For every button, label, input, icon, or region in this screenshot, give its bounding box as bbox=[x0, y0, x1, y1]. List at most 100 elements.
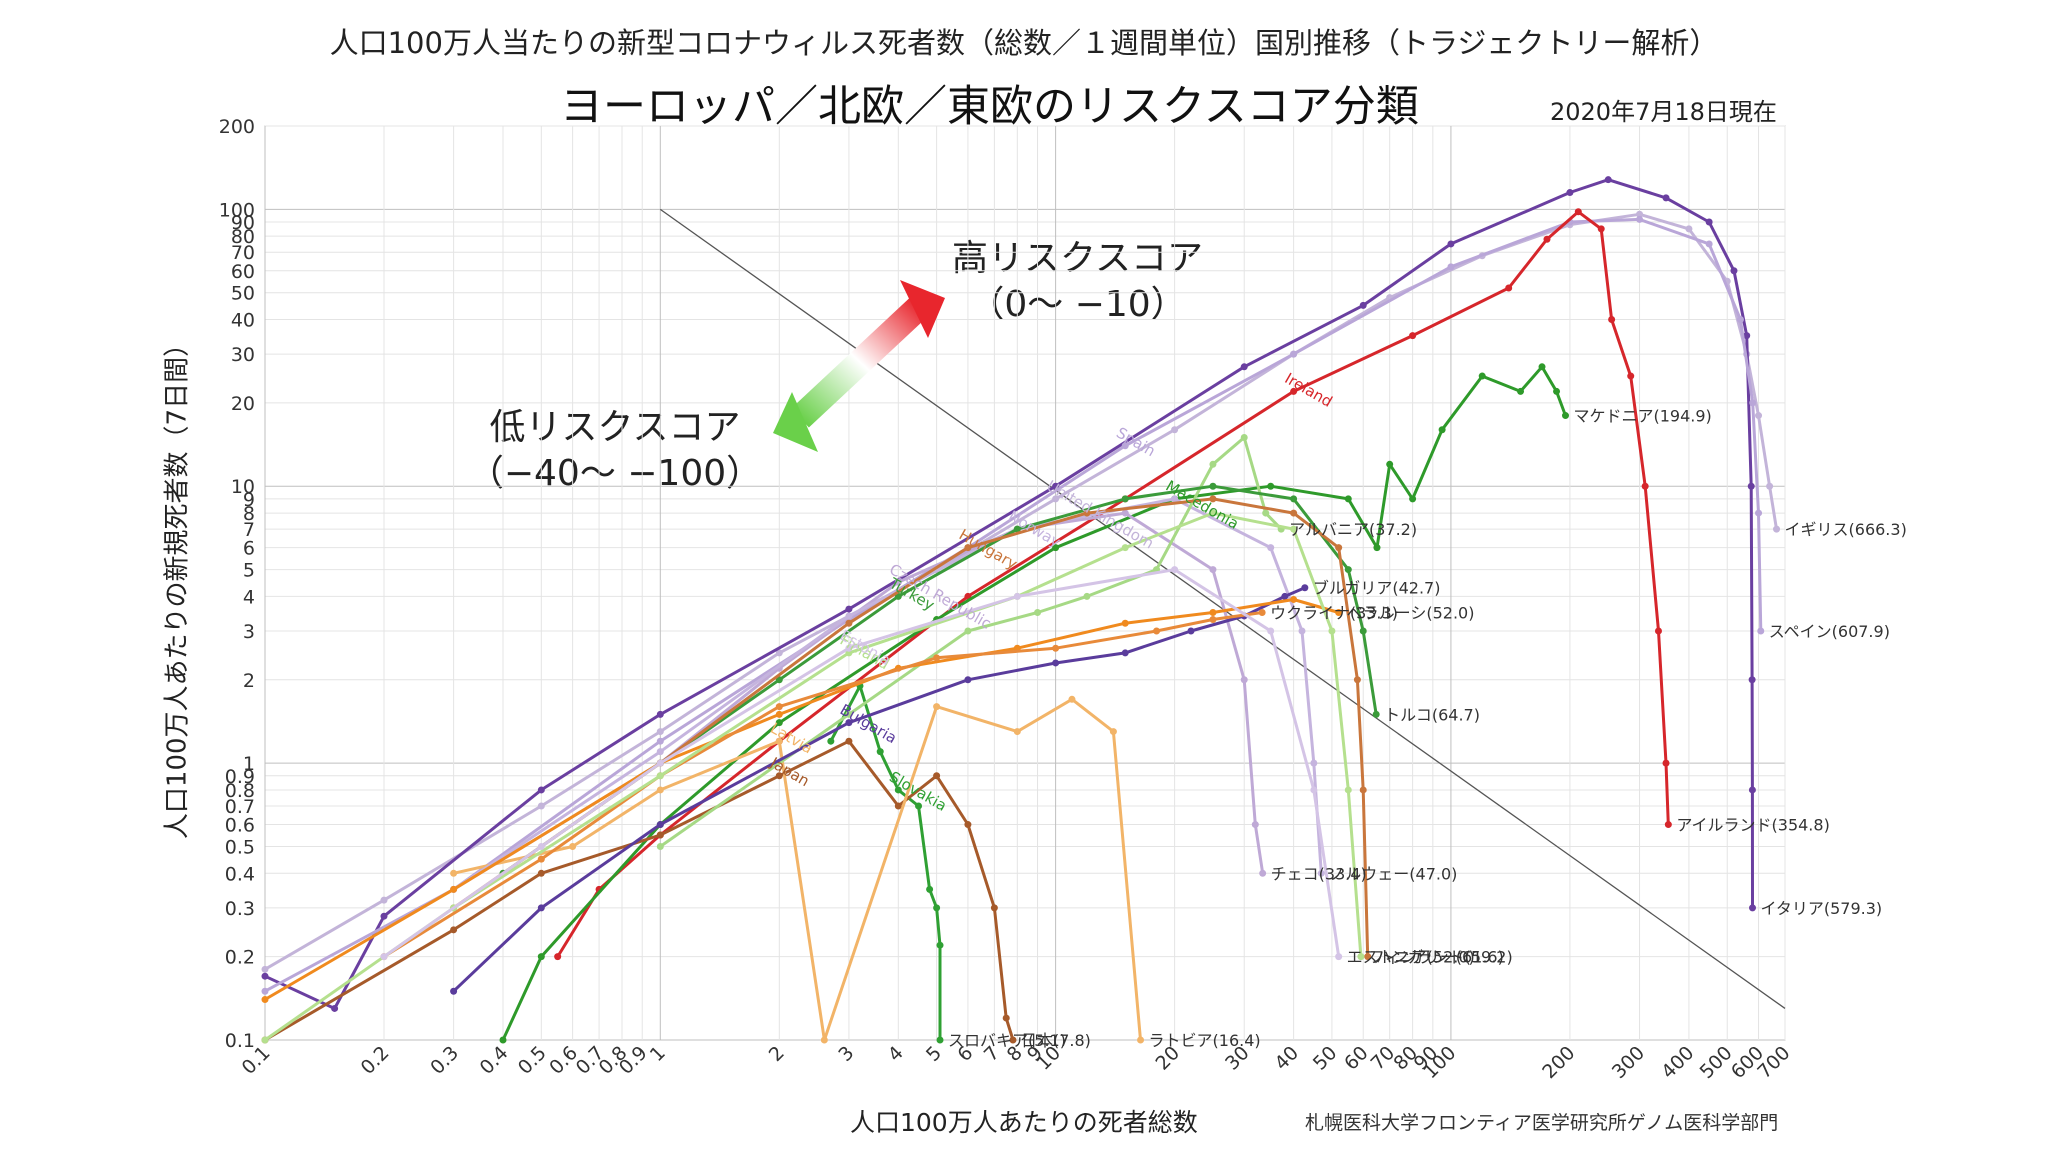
series-point-macedonia bbox=[1267, 482, 1275, 490]
low-risk-title: 低リスクスコア bbox=[489, 407, 741, 448]
series-point-ukraine bbox=[1153, 627, 1161, 635]
series-point-spain bbox=[1290, 350, 1298, 358]
series-point-turkey bbox=[1290, 495, 1298, 503]
y-tick-label: 0.2 bbox=[225, 947, 255, 969]
x-tick-label: 300 bbox=[1608, 1042, 1649, 1083]
series-end-label-italy: イタリア(579.3) bbox=[1761, 899, 1883, 918]
series-point-hungary bbox=[964, 544, 972, 552]
series-point-italy bbox=[331, 1004, 339, 1012]
series-point-uk bbox=[1171, 426, 1179, 434]
series-point-macedonia bbox=[1538, 363, 1546, 371]
x-tick-label: 0.2 bbox=[357, 1042, 394, 1079]
series-point-uk bbox=[1685, 225, 1693, 233]
series-point-italy bbox=[1359, 301, 1367, 309]
y-tick-label: 2 bbox=[243, 670, 255, 692]
x-tick-label: 1 bbox=[646, 1042, 670, 1066]
series-point-uk bbox=[1766, 482, 1774, 490]
chart-title: 人口100万人当たりの新型コロナウィルス死者数（総数／１週間単位）国別推移（トラ… bbox=[329, 26, 1719, 60]
series-point-latvia bbox=[450, 869, 458, 877]
x-tick-label: 0.5 bbox=[514, 1042, 551, 1079]
series-point-japan bbox=[775, 772, 783, 780]
series-point-turkey bbox=[1372, 710, 1380, 718]
series-point-italy bbox=[261, 972, 269, 980]
series-point-ukraine bbox=[775, 703, 783, 711]
series-point-turkey bbox=[1121, 495, 1129, 503]
series-line-ireland bbox=[556, 210, 1670, 958]
series-end-label-spain: スペイン(607.9) bbox=[1769, 622, 1890, 641]
y-tick-label: 0.3 bbox=[225, 898, 255, 920]
series-point-ireland bbox=[1597, 225, 1605, 233]
series-point-macedonia bbox=[1561, 412, 1569, 420]
series-point-ireland bbox=[1409, 332, 1417, 340]
series-point-ireland bbox=[1574, 208, 1582, 216]
series-inline-label-spain: Spain bbox=[1113, 424, 1158, 461]
series-point-italy bbox=[1749, 904, 1757, 912]
date-label: 2020年7月18日現在 bbox=[1550, 98, 1777, 126]
series-end-label-albania: アルバニア(37.2) bbox=[1289, 520, 1417, 539]
series-point-bulgaria bbox=[1301, 584, 1309, 592]
high-risk-title: 高リスクスコア bbox=[952, 238, 1203, 279]
x-tick-label: 200 bbox=[1538, 1042, 1579, 1083]
series-point-ukraine bbox=[933, 654, 941, 662]
low-arrow-head bbox=[773, 392, 818, 452]
series-point-estonia bbox=[1335, 953, 1343, 961]
series-point-japan bbox=[1002, 1014, 1010, 1022]
series-point-japan bbox=[1009, 1036, 1017, 1044]
series-point-czech bbox=[1240, 676, 1248, 684]
series-point-ireland bbox=[1662, 759, 1670, 767]
series-end-label-turkey: トルコ(64.7) bbox=[1384, 705, 1480, 724]
series-point-hungary bbox=[845, 619, 853, 627]
y-tick-label: 3 bbox=[243, 621, 255, 643]
series-point-ireland bbox=[554, 953, 562, 961]
series-line-latvia bbox=[453, 697, 1142, 1042]
series-point-italy bbox=[1730, 267, 1738, 275]
y-tick-label: 90 bbox=[231, 212, 255, 234]
series-point-finland bbox=[1328, 627, 1336, 635]
series-point-macedonia bbox=[1052, 544, 1060, 552]
y-tick-label: 60 bbox=[231, 261, 255, 283]
series-point-turkey bbox=[1209, 482, 1217, 490]
series-point-italy bbox=[1748, 676, 1756, 684]
series-point-macedonia bbox=[1478, 372, 1486, 380]
series-point-slovakia bbox=[936, 1036, 944, 1044]
series-point-estonia bbox=[656, 759, 664, 767]
x-tick-label: 2 bbox=[765, 1042, 789, 1066]
series-point-hungary bbox=[1335, 544, 1343, 552]
series-point-macedonia bbox=[1517, 387, 1525, 395]
x-axis-label: 人口100万人あたりの死者総数 bbox=[850, 1108, 1198, 1137]
series-point-albania bbox=[1209, 460, 1217, 468]
series-end-label-slovakia: スロバキア(5.1) bbox=[948, 1031, 1066, 1050]
series-point-bulgaria bbox=[1052, 659, 1060, 667]
series-end-label-uk: イギリス(666.3) bbox=[1785, 520, 1907, 539]
series-point-slovakia bbox=[894, 786, 902, 794]
y-tick-label: 100 bbox=[219, 199, 255, 221]
series-end-label-macedonia: マケドニア(194.9) bbox=[1573, 407, 1711, 426]
series-point-latvia bbox=[1068, 695, 1076, 703]
series-point-uk bbox=[775, 649, 783, 657]
y-tick-label: 10 bbox=[231, 476, 255, 498]
series-point-turkey bbox=[775, 676, 783, 684]
series-point-spain bbox=[1636, 215, 1644, 223]
series-point-japan bbox=[656, 831, 664, 839]
y-tick-label: 8 bbox=[243, 503, 255, 525]
low-risk-range: （−40〜 −100） bbox=[467, 453, 763, 494]
series-point-albania bbox=[845, 710, 853, 718]
series-point-ireland bbox=[1654, 627, 1662, 635]
series-point-albania bbox=[964, 627, 972, 635]
y-tick-label: 9 bbox=[243, 489, 255, 511]
series-point-norway bbox=[1310, 759, 1318, 767]
series-point-norway bbox=[656, 748, 664, 756]
series-point-bulgaria bbox=[1187, 627, 1195, 635]
series-line-albania bbox=[659, 436, 1283, 848]
series-point-italy bbox=[845, 605, 853, 613]
series-point-latvia bbox=[775, 737, 783, 745]
series-point-finland bbox=[1290, 525, 1298, 533]
x-tick-label: 50 bbox=[1309, 1042, 1342, 1075]
series-point-slovakia bbox=[926, 885, 934, 893]
series-end-label-estonia: エストニア(52.0) bbox=[1347, 948, 1475, 967]
series-end-label-czech: チェコ(33.4) bbox=[1271, 864, 1367, 883]
series-point-latvia bbox=[656, 786, 664, 794]
chart-subtitle: ヨーロッパ／北欧／東欧のリスクスコア分類 bbox=[560, 82, 1419, 132]
series-end-label-hungary: ハンガリー(61.6) bbox=[1376, 948, 1504, 967]
y-tick-label: 40 bbox=[231, 310, 255, 332]
